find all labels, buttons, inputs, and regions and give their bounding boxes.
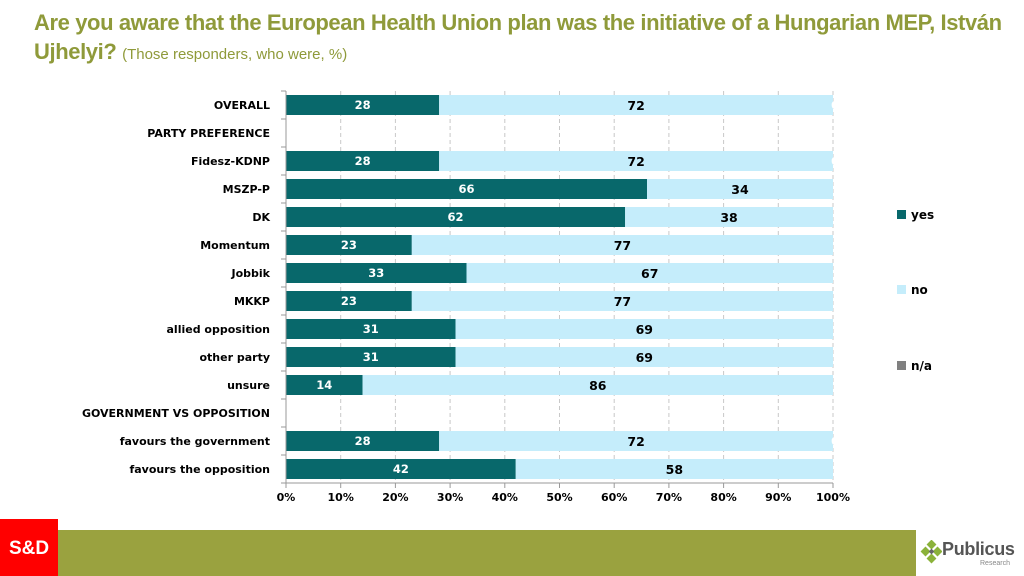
x-axis: 0% 10% 20% 30% 40% 50% 60% 70% 80% 90% 100% — [277, 90, 850, 504]
publicus-logo: Publicus Research — [916, 530, 1024, 576]
data-label-no: 86 — [589, 378, 607, 393]
x-tick-label: 80% — [710, 491, 736, 504]
bar-yes — [286, 347, 456, 367]
category-label: GOVERNMENT VS OPPOSITION — [82, 407, 270, 420]
bar-yes — [286, 151, 440, 171]
data-label-no: 69 — [636, 350, 653, 365]
x-tick-label: 60% — [601, 491, 627, 504]
x-tick-label: 90% — [765, 491, 791, 504]
category-label: favours the opposition — [129, 463, 270, 476]
data-label-na: 0 — [831, 99, 839, 112]
category-label: MSZP-P — [223, 183, 270, 196]
data-label-yes: 33 — [368, 266, 384, 280]
bar-no — [455, 319, 833, 339]
x-tick-label: 40% — [492, 491, 518, 504]
data-label-no: 38 — [720, 210, 737, 225]
category-label: OVERALL — [214, 99, 270, 112]
bar-no — [455, 347, 833, 367]
category-label: Jobbik — [231, 267, 271, 280]
data-label-yes: 23 — [341, 238, 357, 252]
data-label-na: 0 — [831, 435, 839, 448]
bar-yes — [286, 95, 440, 115]
category-label: MKKP — [234, 295, 270, 308]
data-label-na: 0 — [831, 155, 839, 168]
bars: 28 72 0 28 72 0 66 34 62 38 23 77 33 67 23 77 31 69 31 69 14… — [286, 95, 839, 479]
x-tick-label: 10% — [328, 491, 354, 504]
data-label-yes: 28 — [355, 98, 371, 112]
category-labels: OVERALL PARTY PREFERENCE Fidesz-KDNP MSZP-P… — [82, 99, 271, 476]
legend-swatch-na — [897, 361, 906, 370]
data-label-no: 34 — [731, 182, 749, 197]
x-tick-label: 0% — [277, 491, 296, 504]
data-label-no: 77 — [614, 238, 631, 253]
data-label-no: 72 — [627, 98, 644, 113]
bar-yes — [286, 459, 516, 479]
footer-bar — [58, 530, 916, 576]
legend: yes no n/a — [897, 208, 934, 373]
bar-no — [515, 459, 833, 479]
bar-yes — [286, 263, 467, 283]
title-text: Are you aware that the European Health U… — [34, 10, 1002, 64]
data-label-yes: 31 — [363, 322, 379, 336]
bar-yes — [286, 375, 363, 395]
legend-label-na: n/a — [911, 359, 932, 373]
bar-no — [439, 95, 833, 115]
bar-no — [439, 151, 833, 171]
data-label-yes: 42 — [393, 462, 409, 476]
chart-title: Are you aware that the European Health U… — [34, 8, 1014, 69]
publicus-sub: Research — [980, 560, 1010, 567]
data-label-yes: 23 — [341, 294, 357, 308]
data-label-yes: 28 — [355, 154, 371, 168]
bar-no — [439, 431, 833, 451]
category-label: DK — [252, 211, 270, 224]
bar-yes — [286, 179, 648, 199]
category-label: unsure — [227, 379, 270, 392]
category-label: favours the government — [120, 435, 270, 448]
data-label-no: 77 — [614, 294, 631, 309]
category-label: other party — [199, 351, 270, 364]
bar-no — [411, 235, 833, 255]
category-label: allied opposition — [167, 323, 271, 336]
chart-subtitle: (Those responders, who were, %) — [122, 46, 348, 63]
data-label-yes: 31 — [363, 350, 379, 364]
gridlines — [340, 91, 834, 483]
x-tick-label: 70% — [656, 491, 682, 504]
data-label-no: 72 — [627, 154, 644, 169]
data-label-no: 69 — [636, 322, 653, 337]
bar-no — [411, 291, 833, 311]
legend-swatch-yes — [897, 210, 906, 219]
data-label-yes: 14 — [316, 378, 332, 392]
category-label: Momentum — [200, 239, 270, 252]
legend-label-no: no — [911, 283, 928, 297]
legend-swatch-no — [897, 285, 906, 294]
data-label-no: 67 — [641, 266, 658, 281]
data-label-yes: 28 — [355, 434, 371, 448]
bar-yes — [286, 319, 456, 339]
data-label-yes: 62 — [448, 210, 464, 224]
bar-no — [466, 263, 833, 283]
bar-yes — [286, 431, 440, 451]
publicus-name: Publicus — [942, 539, 1015, 559]
bar-no — [625, 207, 833, 227]
bar-yes — [286, 291, 412, 311]
sd-logo: S&D — [0, 519, 58, 576]
x-tick-label: 20% — [382, 491, 408, 504]
bar-yes — [286, 207, 626, 227]
x-tick-label: 50% — [546, 491, 572, 504]
data-label-yes: 66 — [459, 182, 475, 196]
data-label-no: 58 — [666, 462, 683, 477]
x-tick-label: 30% — [437, 491, 463, 504]
category-label: PARTY PREFERENCE — [147, 127, 270, 140]
x-tick-label: 100% — [816, 491, 850, 504]
stacked-bar-chart: 28 72 0 28 72 0 66 34 62 38 23 77 33 67 23 77 31 69 31 69 14… — [82, 90, 934, 504]
bar-no — [647, 179, 833, 199]
bar-no — [362, 375, 833, 395]
publicus-diamond-icon — [920, 540, 942, 564]
legend-label-yes: yes — [911, 208, 934, 222]
data-label-no: 72 — [627, 434, 644, 449]
bar-yes — [286, 235, 412, 255]
category-label: Fidesz-KDNP — [191, 155, 270, 168]
